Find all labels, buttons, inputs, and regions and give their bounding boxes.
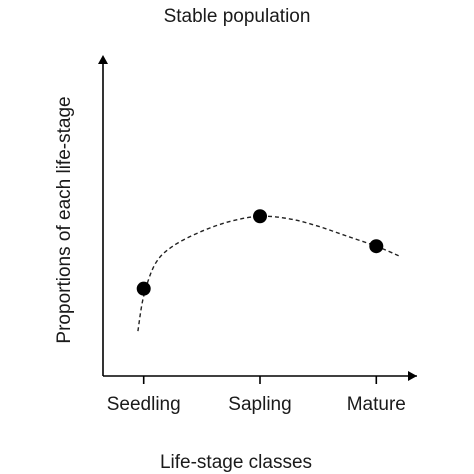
chart-title: Stable population bbox=[164, 6, 311, 27]
x-tick-label-mature: Mature bbox=[347, 394, 406, 415]
data-point-sapling bbox=[253, 209, 267, 224]
x-tick-label-seedling: Seedling bbox=[107, 394, 181, 415]
data-point-mature bbox=[369, 239, 384, 254]
x-axis-label: Life-stage classes bbox=[160, 452, 312, 473]
x-tick-label-sapling: Sapling bbox=[228, 394, 291, 415]
y-axis-label: Proportions of each life-stage bbox=[54, 96, 75, 343]
data-point-seedling bbox=[136, 281, 151, 296]
trend-curve bbox=[137, 215, 400, 332]
